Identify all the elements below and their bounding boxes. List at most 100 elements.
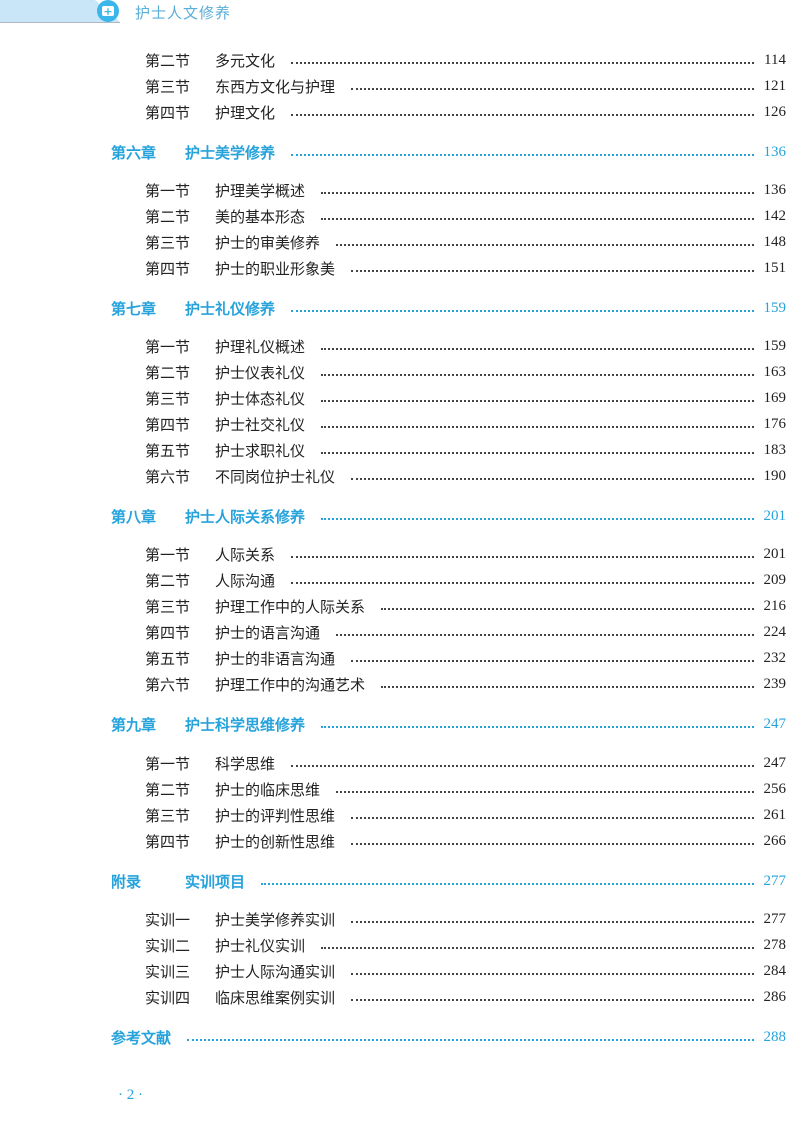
entry-number: 第六章 [111,143,157,162]
entry-title: 实训项目 [185,872,246,891]
entry-page: 288 [763,1028,787,1045]
dot-leader [321,726,754,728]
medical-kit-icon: + [97,0,119,22]
dot-leader [351,921,754,923]
toc-section-entry[interactable]: 第二节 人际沟通 209 [0,567,786,593]
dot-leader [321,374,754,376]
dot-leader [351,999,754,1001]
entry-title: 护士社交礼仪 [215,415,306,434]
dot-leader [291,114,754,116]
entry-page: 239 [763,675,787,692]
toc-section-entry[interactable]: 第三节 护士的审美修养 148 [0,229,786,255]
entry-number: 第七章 [111,299,157,318]
toc-section-entry[interactable]: 第三节 护士体态礼仪 169 [0,385,786,411]
toc-section-entry[interactable]: 第二节 护士的临床思维 256 [0,776,786,802]
entry-title: 护士的评判性思维 [215,806,336,825]
toc-section-entry[interactable]: 第三节 护理工作中的人际关系 216 [0,593,786,619]
toc-chapter-entry[interactable]: 附录 实训项目 277 [0,868,786,894]
entry-number: 第二节 [145,780,191,799]
toc-section-entry[interactable]: 第一节 科学思维 247 [0,750,786,776]
toc-section-entry[interactable]: 第一节 护理美学概述 136 [0,177,786,203]
toc-chapter-entry[interactable]: 第六章 护士美学修养 136 [0,139,786,165]
dot-leader [321,348,754,350]
dot-leader [321,426,754,428]
entry-number: 实训二 [145,936,191,955]
entry-number: 第三节 [145,597,191,616]
toc-section-entry[interactable]: 第四节 护士社交礼仪 176 [0,411,786,437]
toc-section-entry[interactable]: 第四节 护士的职业形象美 151 [0,255,786,281]
dot-leader [291,62,755,64]
toc-section-entry[interactable]: 第四节 护士的语言沟通 224 [0,619,786,645]
entry-title: 护士的审美修养 [215,233,321,252]
entry-page: 114 [764,51,786,68]
toc-section-entry[interactable]: 实训三 护士人际沟通实训 284 [0,958,786,984]
entry-number: 第一节 [145,545,191,564]
entry-page: 284 [763,962,787,979]
dot-leader [351,660,754,662]
entry-number: 第三节 [145,77,191,96]
entry-number: 第四节 [145,415,191,434]
book-title: 护士人文修养 [135,4,232,22]
entry-page: 232 [763,649,787,666]
entry-number: 第六节 [145,675,191,694]
entry-number: 第三节 [145,806,191,825]
toc-section-entry[interactable]: 实训四 临床思维案例实训 286 [0,984,786,1010]
toc-section-entry[interactable]: 第三节 护士的评判性思维 261 [0,802,786,828]
toc-section-entry[interactable]: 第六节 不同岗位护士礼仪 190 [0,463,786,489]
toc-chapter-entry[interactable]: 第八章 护士人际关系修养 201 [0,503,786,529]
entry-page: 224 [763,623,787,640]
entry-title: 护士礼仪修养 [185,299,276,318]
entry-title: 人际沟通 [215,571,276,590]
entry-title: 护理工作中的人际关系 [215,597,366,616]
entry-number: 第九章 [111,715,157,734]
dot-leader [336,791,754,793]
toc-chapter-entry[interactable]: 第九章 护士科学思维修养 247 [0,711,786,737]
toc-section-entry[interactable]: 第四节 护士的创新性思维 266 [0,828,786,854]
entry-number: 第五节 [145,649,191,668]
entry-title: 护士的临床思维 [215,780,321,799]
header-band [0,0,120,22]
toc-section-entry[interactable]: 第二节 护士仪表礼仪 163 [0,359,786,385]
dot-leader [381,608,754,610]
toc-section-entry[interactable]: 实训一 护士美学修养实训 277 [0,906,786,932]
entry-title: 护理文化 [215,103,276,122]
toc-section-entry[interactable]: 第二节 美的基本形态 142 [0,203,786,229]
toc-section-entry[interactable]: 第一节 护理礼仪概述 159 [0,333,786,359]
toc-section-entry[interactable]: 实训二 护士礼仪实训 278 [0,932,786,958]
toc-section-entry[interactable]: 第五节 护士求职礼仪 183 [0,437,786,463]
toc-section-entry[interactable]: 第三节 东西方文化与护理 121 [0,73,786,99]
toc-section-entry[interactable]: 第四节 护理文化 126 [0,99,786,125]
entry-number: 第八章 [111,507,157,526]
dot-leader [291,582,754,584]
entry-number: 第一节 [145,754,191,773]
entry-number: 第二节 [145,207,191,226]
entry-page: 142 [763,207,787,224]
entry-title: 科学思维 [215,754,276,773]
entry-title: 护士的非语言沟通 [215,649,336,668]
entry-page: 201 [763,545,787,562]
entry-title: 不同岗位护士礼仪 [215,467,336,486]
toc-section-entry[interactable]: 第五节 护士的非语言沟通 232 [0,645,786,671]
entry-page: 266 [763,832,787,849]
toc-section-entry[interactable]: 第六节 护理工作中的沟通艺术 239 [0,671,786,697]
entry-page: 209 [763,571,787,588]
entry-number: 实训一 [145,910,191,929]
entry-number: 第二节 [145,363,191,382]
dot-leader [187,1039,754,1041]
toc-chapter-entry[interactable]: 参考文献 288 [0,1024,786,1050]
entry-title: 护士美学修养实训 [215,910,336,929]
entry-title: 人际关系 [215,545,276,564]
toc-section-entry[interactable]: 第二节 多元文化 114 [0,47,786,73]
dot-leader [336,244,754,246]
entry-page: 148 [763,233,787,250]
entry-number: 第二节 [145,51,191,70]
toc-section-entry[interactable]: 第一节 人际关系 201 [0,541,786,567]
toc-chapter-entry[interactable]: 第七章 护士礼仪修养 159 [0,295,786,321]
entry-number: 第四节 [145,103,191,122]
entry-title: 护士人际关系修养 [185,507,306,526]
dot-leader [291,310,754,312]
entry-page: 256 [763,780,787,797]
entry-page: 216 [763,597,787,614]
entry-page: 190 [763,467,787,484]
entry-number: 实训三 [145,962,191,981]
